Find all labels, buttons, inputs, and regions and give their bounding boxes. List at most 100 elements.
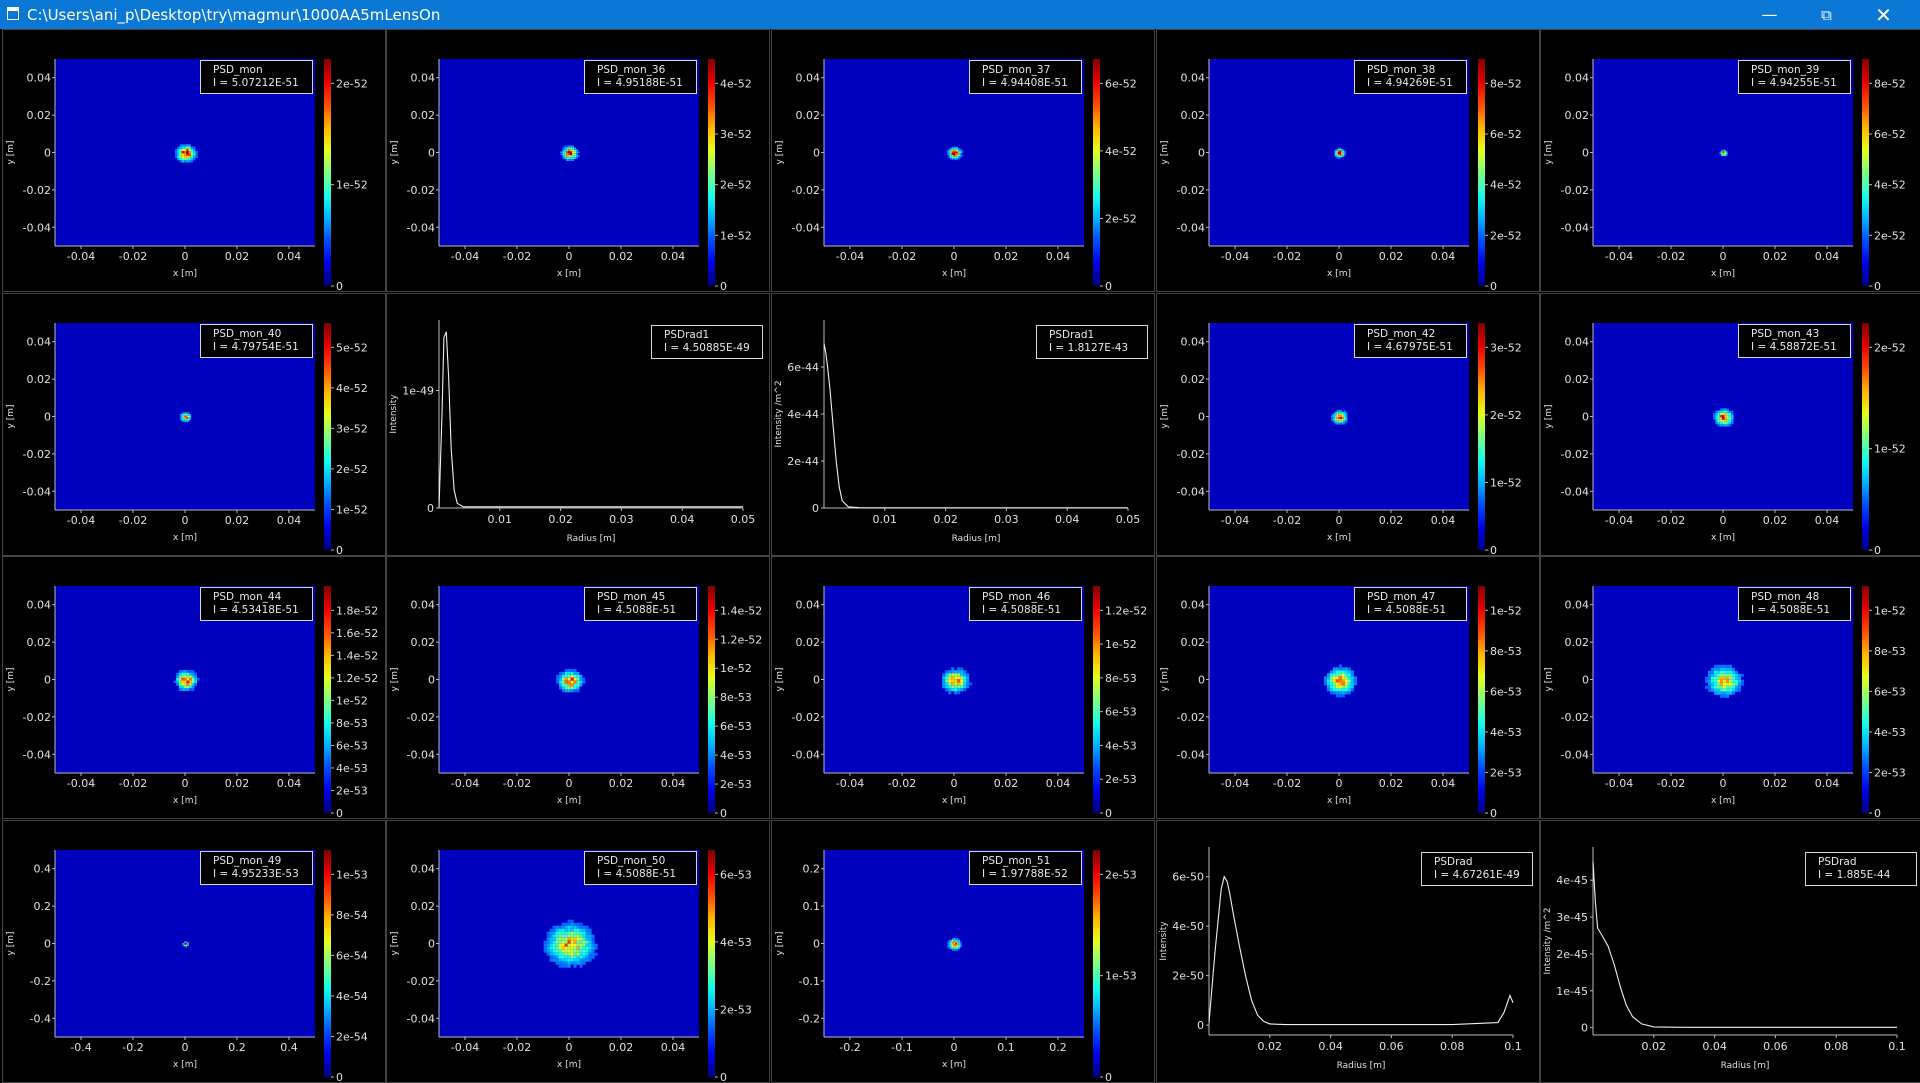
x-tick-label: 0.06	[1379, 1040, 1404, 1053]
x-tick-label: 0.08	[1440, 1040, 1465, 1053]
x-tick-label: 0.04	[277, 777, 302, 790]
x-tick-label: -0.02	[119, 514, 147, 527]
monitor-label-box: PSDrad1 I = 1.8127E-43	[1036, 325, 1148, 359]
close-button[interactable]: ✕	[1855, 0, 1912, 29]
plot-panel-9: -0.04 -0.02 0 0.02 0.04 0.04 0.02 0 -0.02 -0.04 x …	[1540, 293, 1920, 556]
x-tick-label: -0.02	[1273, 777, 1301, 790]
colorbar-tick-label: 0	[336, 280, 343, 291]
colorbar-tick-label: 1e-52	[1105, 638, 1137, 651]
y-tick-label: -0.02	[1177, 448, 1205, 461]
x-tick-label: 0.1	[1504, 1040, 1522, 1053]
x-tick-label: -0.02	[1657, 514, 1685, 527]
x-tick-label: 0.04	[1702, 1040, 1727, 1053]
colorbar-tick-label: 4e-54	[336, 990, 368, 1003]
colorbar-tick-label: 1e-52	[720, 229, 752, 242]
colorbar-tick-label: 1.8e-52	[336, 604, 378, 617]
y-axis-label: Intensity	[1159, 921, 1169, 961]
y-tick-label: -0.04	[407, 221, 435, 234]
colorbar-tick-label: 1.4e-52	[720, 604, 762, 617]
series-line	[438, 331, 743, 509]
colorbar-tick-label: 2e-53	[1105, 868, 1137, 881]
monitor-label-box: PSD_mon_51 I = 1.97788E-52	[969, 851, 1082, 885]
y-tick-label: 0	[1582, 411, 1589, 424]
x-axis-label: x [m]	[1711, 533, 1735, 543]
monitor-label-box: PSD_mon_39 I = 4.94255E-51	[1738, 60, 1851, 94]
colorbar-tick-label: 6e-53	[720, 868, 752, 881]
y-tick-label: -0.04	[792, 221, 820, 234]
colorbar-tick-label: 3e-52	[720, 128, 752, 141]
monitor-intensity: I = 4.50885E-49	[664, 342, 750, 354]
y-axis-label: y [m]	[1160, 141, 1170, 165]
beam-spot	[1334, 147, 1346, 159]
monitor-intensity: I = 1.97788E-52	[982, 868, 1068, 880]
plot-panel-18: 0.02 0.04 0.06 0.08 0.1 0 2e-50 4e-50 6e-50 Radiu…	[1156, 820, 1540, 1083]
y-tick-label: -0.04	[407, 748, 435, 761]
colorbar-tick-label: 2e-52	[336, 77, 368, 90]
x-tick-label: -0.02	[1273, 514, 1301, 527]
plot-panel-7: 0.01 0.02 0.03 0.04 0.05 0 2e-44 4e-44 6e-44 Radi…	[771, 293, 1155, 556]
y-tick-label: 0	[428, 938, 435, 951]
monitor-intensity: I = 4.67261E-49	[1434, 869, 1520, 881]
x-tick-label: 0	[566, 250, 573, 263]
x-tick-label: 0.04	[1815, 250, 1840, 263]
colorbar-tick-label: 8e-53	[1874, 645, 1906, 658]
y-tick-label: -0.02	[23, 184, 51, 197]
y-axis-label: y [m]	[6, 932, 16, 956]
x-tick-label: 0	[1336, 250, 1343, 263]
colorbar-tick-label: 4e-53	[1874, 726, 1906, 739]
x-axis-label: x [m]	[557, 269, 581, 279]
x-axis-label: x [m]	[1711, 796, 1735, 806]
colorbar-tick-label: 0	[1874, 807, 1881, 818]
monitor-label-box: PSD_mon_37 I = 4.94408E-51	[969, 60, 1082, 94]
colorbar-tick-label: 2e-53	[720, 778, 752, 791]
y-tick-label: 1e-45	[1556, 985, 1588, 998]
minimize-icon: —	[1761, 5, 1778, 24]
monitor-label-box: PSD_mon_45 I = 4.5088E-51	[584, 587, 697, 621]
monitor-name: PSD_mon_49	[213, 855, 282, 867]
y-tick-label: -0.04	[1561, 221, 1589, 234]
plot-svg: 0.02 0.04 0.06 0.08 0.1 0 1e-45 2e-45 3e-45 4e-45…	[1543, 847, 1906, 1071]
x-tick-label: 0	[951, 777, 958, 790]
y-tick-label: 4e-50	[1172, 920, 1204, 933]
restore-button[interactable]: ⧉	[1798, 0, 1855, 29]
x-axis-label: x [m]	[173, 796, 197, 806]
y-tick-label: -0.04	[23, 221, 51, 234]
y-tick-label: -0.04	[407, 1012, 435, 1025]
monitor-label-box: PSD_mon_50 I = 4.5088E-51	[584, 851, 697, 885]
colorbar-tick-label: 2e-52	[1490, 409, 1522, 422]
y-tick-label: 2e-45	[1556, 948, 1588, 961]
plot-panel-6: 0.01 0.02 0.03 0.04 0.05 0 1e-49 Radius [m] Inte…	[386, 293, 770, 556]
y-tick-label: -0.04	[1561, 748, 1589, 761]
y-tick-label: 0	[44, 411, 51, 424]
y-axis-label: y [m]	[6, 668, 16, 692]
plot-panel-0: -0.04 -0.02 0 0.02 0.04 0.04 0.02 0 -0.02 -0.04 x …	[2, 29, 386, 292]
plot-grid: -0.04 -0.02 0 0.02 0.04 0.04 0.02 0 -0.02 -0.04 x …	[0, 29, 1920, 1083]
x-tick-label: 0.04	[1046, 250, 1071, 263]
monitor-name: PSD_mon_46	[982, 591, 1051, 603]
window-title: C:\Users\ani_p\Desktop\try\magmur\1000AA…	[27, 6, 441, 24]
x-tick-label: 0.05	[731, 513, 756, 526]
plot-svg: -0.04 -0.02 0 0.02 0.04 0.04 0.02 0 -0.02 -0.04 x …	[1160, 323, 1522, 555]
colorbar-tick-label: 6e-52	[1874, 128, 1906, 141]
monitor-intensity: I = 4.5088E-51	[597, 604, 677, 616]
plot-panel-16: -0.04 -0.02 0 0.02 0.04 0.04 0.02 0 -0.02 -0.04 x …	[386, 820, 770, 1083]
y-tick-label: -0.02	[1561, 711, 1589, 724]
colorbar-tick-label: 4e-53	[336, 762, 368, 775]
x-tick-label: -0.04	[67, 777, 95, 790]
colorbar	[324, 586, 331, 813]
y-tick-label: 0.04	[1181, 336, 1206, 349]
monitor-name: PSD_mon_37	[982, 64, 1051, 76]
y-tick-label: 0	[428, 674, 435, 687]
y-tick-label: 3e-45	[1556, 911, 1588, 924]
x-axis-label: x [m]	[1711, 269, 1735, 279]
colorbar-tick-label: 4e-52	[720, 77, 752, 90]
y-tick-label: 0.04	[1181, 599, 1206, 612]
x-tick-label: 0.2	[1049, 1041, 1067, 1054]
monitor-intensity: I = 4.5088E-51	[982, 604, 1062, 616]
y-tick-label: 0.02	[1565, 373, 1590, 386]
y-axis-label: y [m]	[6, 405, 16, 429]
colorbar-tick-label: 2e-52	[1874, 229, 1906, 242]
minimize-button[interactable]: —	[1741, 0, 1798, 29]
monitor-intensity: I = 5.07212E-51	[213, 77, 299, 89]
colorbar-tick-label: 0	[720, 807, 727, 818]
